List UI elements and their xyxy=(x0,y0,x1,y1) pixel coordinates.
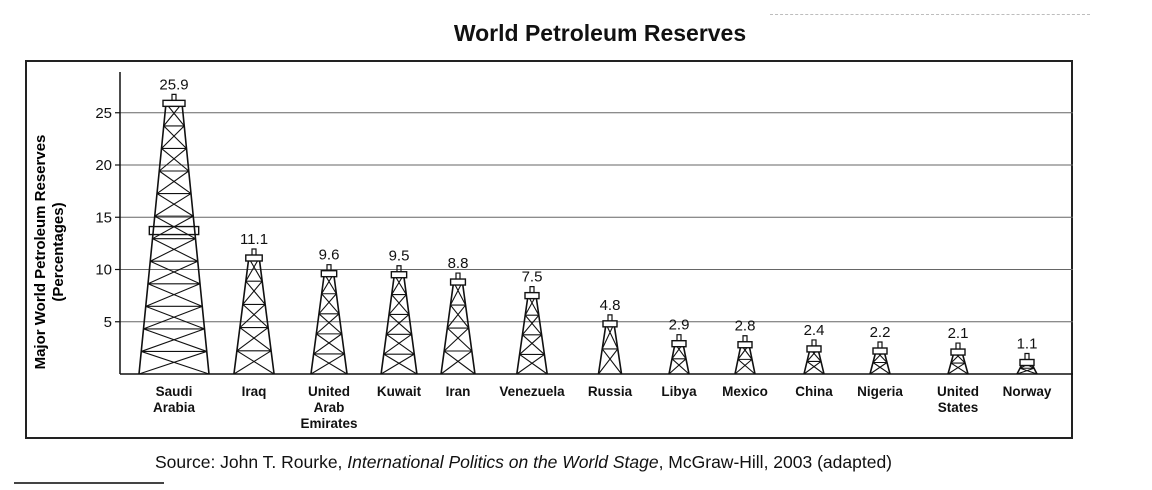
ytick-label: 10 xyxy=(95,262,112,279)
y-axis-label-units: (Percentages) xyxy=(50,202,67,301)
value-label: 2.1 xyxy=(948,325,969,342)
category-label-line: Iraq xyxy=(242,384,267,399)
derrick-kuwait xyxy=(380,265,418,375)
category-label: Iraq xyxy=(242,384,267,399)
category-label: Saudi Arabia xyxy=(153,384,196,415)
y-axis-ticks: 5 10 15 20 25 xyxy=(95,72,1073,375)
category-label-line: Saudi xyxy=(156,384,193,399)
category-label: China xyxy=(795,384,833,399)
value-label: 1.1 xyxy=(1017,336,1038,353)
category-label-line: States xyxy=(938,400,979,415)
category-label-line: Arabia xyxy=(153,400,196,415)
ytick-label: 25 xyxy=(95,105,112,122)
category-label-line: Emirates xyxy=(300,416,357,431)
derrick-saudi-arabia xyxy=(138,93,210,375)
category-label-line: Norway xyxy=(1003,384,1052,399)
value-label: 2.2 xyxy=(870,324,891,341)
chart-frame: 5 10 15 20 25 25.9 11.1 9.6 9.5 8.8 7.5 4.8 2.9 2.8 2… xyxy=(25,60,1073,439)
value-label: 7.5 xyxy=(522,269,543,286)
category-label: United Arab Emirates xyxy=(300,384,357,431)
ytick-label: 5 xyxy=(104,314,112,331)
category-label: Venezuela xyxy=(499,384,565,399)
value-label: 9.6 xyxy=(319,247,340,264)
category-label-line: Mexico xyxy=(722,384,768,399)
value-label: 2.4 xyxy=(804,322,825,339)
derrick-nigeria xyxy=(869,341,891,375)
derrick-mexico xyxy=(734,335,756,375)
y-axis-label: Major World Petroleum Reserves xyxy=(32,135,49,370)
derrick-norway xyxy=(1016,352,1038,375)
category-label-line: United xyxy=(308,384,350,399)
decorative-dashed-line xyxy=(770,14,1090,15)
value-label: 25.9 xyxy=(159,76,188,93)
value-label: 8.8 xyxy=(448,255,469,272)
value-label: 2.8 xyxy=(735,318,756,335)
category-label: Kuwait xyxy=(377,384,422,399)
decorative-rule xyxy=(14,482,164,484)
derrick-libya xyxy=(668,334,690,375)
category-label: Norway xyxy=(1003,384,1052,399)
category-label-line: Kuwait xyxy=(377,384,422,399)
category-label-line: Iran xyxy=(446,384,471,399)
derrick-russia xyxy=(597,314,623,375)
derrick-iran xyxy=(440,272,476,375)
category-label-line: Arab xyxy=(314,400,345,415)
derrick-united-arab-emirates xyxy=(310,264,348,375)
category-label: United States xyxy=(937,384,979,415)
derrick-marks xyxy=(138,93,1038,375)
category-label: Libya xyxy=(661,384,697,399)
value-label: 4.8 xyxy=(600,297,621,314)
category-label-line: Nigeria xyxy=(857,384,903,399)
category-label-line: Russia xyxy=(588,384,633,399)
category-label-line: Venezuela xyxy=(499,384,565,399)
value-label: 11.1 xyxy=(240,231,268,248)
category-label-line: Libya xyxy=(661,384,697,399)
value-label: 9.5 xyxy=(389,248,410,265)
source-suffix: , McGraw-Hill, 2003 (adapted) xyxy=(658,452,892,472)
category-label: Nigeria xyxy=(857,384,903,399)
ytick-label: 20 xyxy=(95,157,112,174)
derrick-china xyxy=(803,339,825,375)
value-labels: 25.9 11.1 9.6 9.5 8.8 7.5 4.8 2.9 2.8 2.4 2.2 2.1 1.… xyxy=(159,76,1037,352)
category-label-line: United xyxy=(937,384,979,399)
value-label: 2.9 xyxy=(669,317,690,334)
gridlines xyxy=(120,112,1073,323)
category-label: Iran xyxy=(446,384,471,399)
category-label: Russia xyxy=(588,384,633,399)
ytick-label: 15 xyxy=(95,209,112,226)
source-work-title: International Politics on the World Stag… xyxy=(347,452,659,472)
category-label-line: China xyxy=(795,384,833,399)
derrick-united-states xyxy=(947,342,969,375)
source-citation: Source: John T. Rourke, International Po… xyxy=(155,452,892,473)
chart-title: World Petroleum Reserves xyxy=(453,20,747,46)
source-prefix: Source: John T. Rourke, xyxy=(155,452,348,472)
category-label: Mexico xyxy=(722,384,768,399)
derrick-venezuela xyxy=(516,286,548,375)
derrick-iraq xyxy=(233,248,275,375)
